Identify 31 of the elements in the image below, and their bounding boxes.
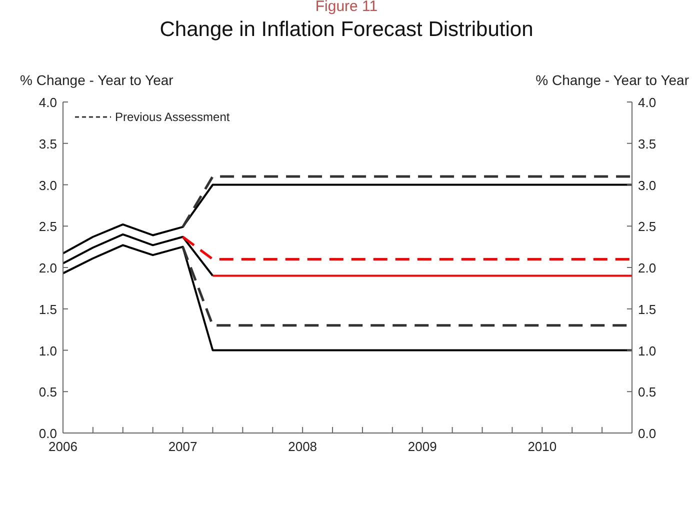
x-tick-label: 2010 bbox=[528, 439, 557, 454]
y2-tick-label: 3.0 bbox=[638, 178, 656, 193]
y2-tick-label: 1.5 bbox=[638, 302, 656, 317]
x-tick-label: 2008 bbox=[288, 439, 318, 454]
y-tick-label: 3.5 bbox=[38, 136, 57, 152]
y2-tick-label: 2.0 bbox=[638, 260, 656, 276]
x-tick-label: 2006 bbox=[48, 439, 78, 454]
y-tick-label: 4.0 bbox=[38, 95, 57, 110]
x-tick-label: 2009 bbox=[408, 439, 437, 454]
chart-title: Change in Inflation Forecast Distribution bbox=[158, 18, 534, 42]
legend-label: Previous Assessment bbox=[115, 110, 230, 124]
line-series bbox=[63, 233, 214, 277]
y2-tick-label: 1.0 bbox=[638, 343, 656, 358]
y2-tick-label: 0.0 bbox=[638, 426, 656, 441]
y-tick-label: 2.5 bbox=[38, 219, 57, 234]
caption: Figure 11 bbox=[314, 0, 379, 15]
y2-tick-label: 0.5 bbox=[638, 384, 656, 400]
y-tick-label: 1.0 bbox=[38, 343, 57, 358]
y-tick-label: 1.5 bbox=[38, 302, 57, 317]
y2-tick-label: 2.5 bbox=[638, 219, 656, 234]
y-tick-label: 0.0 bbox=[38, 426, 57, 441]
y2-tick-label: 3.5 bbox=[638, 136, 656, 152]
y-tick-label: 0.5 bbox=[38, 384, 57, 400]
y-axis-title: % Change - Year to Year bbox=[20, 72, 174, 88]
y-tick-label: 3.0 bbox=[38, 178, 57, 193]
x-tick-label: 2007 bbox=[168, 439, 198, 454]
y2-axis-title: % Change - Year to Year bbox=[536, 72, 689, 88]
y-tick-label: 2.0 bbox=[38, 260, 57, 276]
line-series bbox=[63, 184, 632, 254]
y2-tick-label: 4.0 bbox=[638, 95, 656, 110]
line-series bbox=[63, 244, 632, 352]
